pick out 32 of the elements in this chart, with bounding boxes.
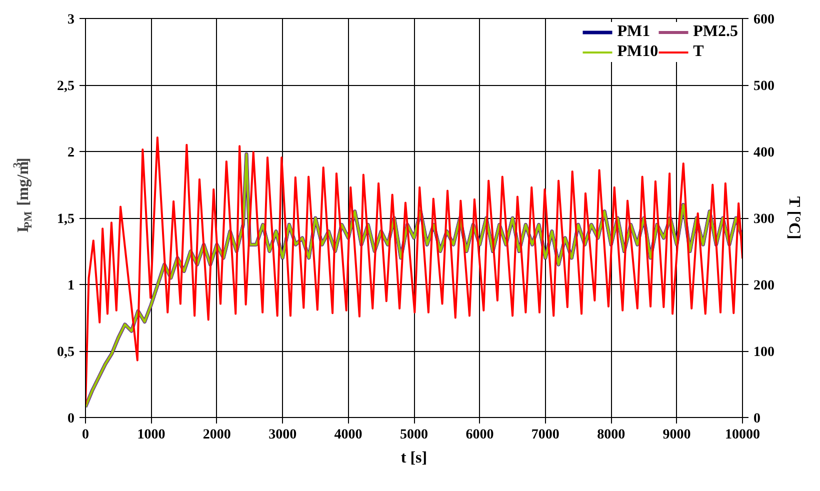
legend-label: T <box>693 43 705 61</box>
y2-tick-label: 600 <box>754 12 774 28</box>
x-tick-label: 3000 <box>268 428 297 442</box>
legend-label: PM10 <box>617 43 658 61</box>
x-tick-label: 9000 <box>662 428 691 442</box>
legend-label: PM1 <box>617 23 650 41</box>
y2-tick-label: 300 <box>754 212 774 227</box>
y-tick-label: 2 <box>68 146 74 160</box>
y2-tick-label: 200 <box>754 278 774 294</box>
y2-axis-title: T [°C] <box>786 196 802 240</box>
y-tick-label: 1 <box>68 278 74 294</box>
x-tick-label: 10000 <box>725 428 760 442</box>
y-tick-label: 3 <box>68 12 74 28</box>
x-tick-label: 4000 <box>334 428 362 442</box>
y2-tick-label: 0 <box>754 412 760 426</box>
y2-tick-label: 500 <box>754 79 774 94</box>
x-tick-label: 8000 <box>597 428 626 442</box>
x-tick-label: 1000 <box>137 428 166 442</box>
y2-tick-label: 100 <box>754 345 774 360</box>
x-axis-title: t [s] <box>400 450 428 466</box>
x-tick-label: 2000 <box>202 428 231 442</box>
legend-label: PM2.5 <box>693 23 738 41</box>
x-tick-label: 0 <box>82 428 89 442</box>
x-tick-label: 7000 <box>531 428 560 442</box>
y-axis-title: IPM [mg/m3] <box>12 158 34 233</box>
y2-tick-label: 400 <box>754 146 774 160</box>
y-tick-label: 0 <box>68 412 74 426</box>
y-tick-label: 2,5 <box>57 79 74 94</box>
y-tick-label: 0,5 <box>57 345 74 360</box>
x-tick-label: 5000 <box>400 428 428 442</box>
x-tick-label: 6000 <box>466 428 494 442</box>
y-tick-label: 1,5 <box>57 212 74 227</box>
